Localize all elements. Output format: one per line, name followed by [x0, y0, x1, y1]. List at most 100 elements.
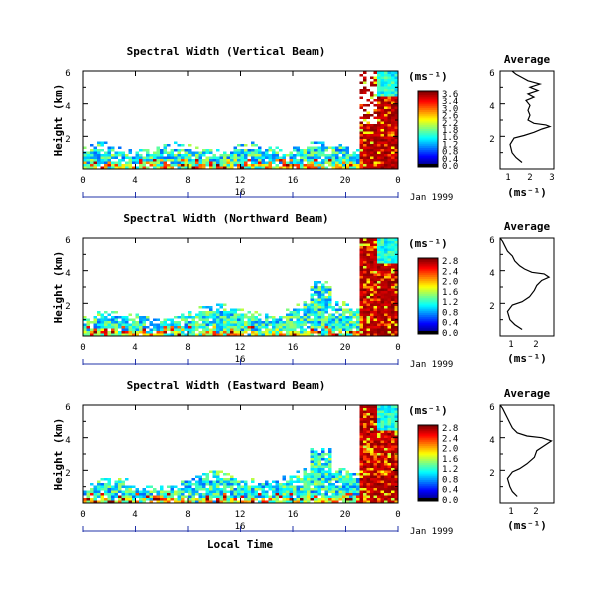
heatmap-cell [394, 154, 398, 157]
heatmap-cell [384, 408, 388, 411]
heatmap-cell [370, 460, 374, 463]
heatmap-cell [86, 151, 90, 154]
heatmap-cell [394, 99, 398, 102]
heatmap-cell [366, 154, 370, 157]
heatmap-cell [394, 124, 398, 127]
heatmap-cell [307, 480, 311, 483]
heatmap-cell [387, 326, 391, 329]
heatmap-cell [373, 278, 377, 281]
heatmap-cell [363, 291, 367, 294]
heatmap-cell [387, 488, 391, 491]
heatmap-cell [265, 318, 269, 321]
heatmap-cell [366, 498, 370, 501]
heatmap-cell [391, 316, 395, 319]
heatmap-cell [181, 495, 185, 498]
heatmap-cell [293, 164, 297, 167]
heatmap-cell [104, 311, 108, 314]
heatmap-cell [352, 154, 356, 157]
heatmap-cell [251, 166, 255, 169]
heatmap-cell [363, 116, 367, 119]
heatmap-cell [391, 483, 395, 486]
heatmap-cell [391, 74, 395, 77]
heatmap-cell [317, 293, 321, 296]
heatmap-cell [338, 498, 342, 501]
heatmap-cell [335, 166, 339, 169]
heatmap-cell [384, 498, 388, 501]
heatmap-cell [275, 331, 279, 334]
heatmap-cell [310, 296, 314, 299]
heatmap-cell [349, 473, 353, 476]
heatmap-cell [275, 483, 279, 486]
heatmap-cell [324, 156, 328, 159]
heatmap-cell [373, 166, 377, 169]
heatmap-cell [380, 306, 384, 309]
heatmap-cell [100, 488, 104, 491]
heatmap-cell [370, 296, 374, 299]
heatmap-cell [391, 251, 395, 254]
heatmap-cell [251, 493, 255, 496]
heatmap-cell [184, 488, 188, 491]
heatmap-cell [380, 81, 384, 84]
heatmap-cell [198, 488, 202, 491]
heatmap-cell [233, 149, 237, 152]
heatmap-cell [384, 149, 388, 152]
heatmap-cell [268, 146, 272, 149]
heatmap-cell [303, 498, 307, 501]
heatmap-cell [121, 318, 125, 321]
heatmap-cell [223, 493, 227, 496]
heatmap-cell [391, 473, 395, 476]
heatmap-cell [377, 74, 381, 77]
heatmap-cell [352, 159, 356, 162]
heatmap-cell [317, 296, 321, 299]
avg-x-tick-label: 1 [508, 507, 513, 517]
heatmap-cell [86, 318, 90, 321]
heatmap-cell [384, 458, 388, 461]
heatmap-cell [132, 495, 136, 498]
heatmap-cell [107, 323, 111, 326]
heatmap-cell [373, 311, 377, 314]
heatmap-cell [363, 293, 367, 296]
heatmap-cell [237, 480, 241, 483]
heatmap-cell [247, 493, 251, 496]
heatmap-cell [156, 333, 160, 336]
heatmap-cell [387, 408, 391, 411]
heatmap-cell [300, 495, 304, 498]
colorbar-segment [418, 495, 438, 498]
heatmap-cell [377, 271, 381, 274]
heatmap-cell [156, 154, 160, 157]
heatmap-cell [349, 316, 353, 319]
heatmap-cell [233, 490, 237, 493]
heatmap-cell [275, 493, 279, 496]
heatmap-cell [279, 321, 283, 324]
x-tick-label: 12 [235, 176, 246, 186]
heatmap-cell [90, 483, 94, 486]
heatmap-cell [363, 488, 367, 491]
heatmap-cell [251, 149, 255, 152]
heatmap-cell [216, 475, 220, 478]
heatmap-cell [373, 460, 377, 463]
heatmap-cell [387, 470, 391, 473]
heatmap-cell [384, 465, 388, 468]
heatmap-cell [380, 495, 384, 498]
heatmap-cell [216, 326, 220, 329]
heatmap-cell [363, 141, 367, 144]
heatmap-cell [149, 498, 153, 501]
heatmap-cell [335, 326, 339, 329]
colorbar-segment [418, 436, 438, 439]
heatmap-cell [209, 159, 213, 162]
colorbar-segment [418, 121, 438, 124]
heatmap-cell [163, 321, 167, 324]
heatmap-cell [188, 488, 192, 491]
heatmap-cell [275, 485, 279, 488]
heatmap-cell [366, 443, 370, 446]
heatmap-cell [181, 328, 185, 331]
heatmap-cell [370, 134, 374, 137]
heatmap-cell [359, 420, 363, 423]
heatmap-cell [387, 119, 391, 122]
heatmap-cell [384, 483, 388, 486]
heatmap-cell [247, 166, 251, 169]
heatmap-cell [240, 156, 244, 159]
x-tick-label: 8 [185, 176, 190, 186]
heatmap-cell [331, 149, 335, 152]
heatmap-cell [391, 328, 395, 331]
